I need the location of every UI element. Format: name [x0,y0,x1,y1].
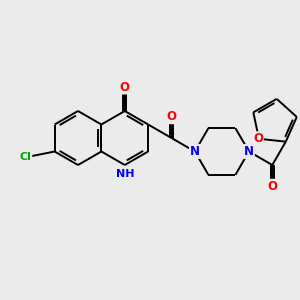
Text: N: N [244,145,254,158]
Text: O: O [267,180,277,193]
Text: NH: NH [116,169,134,179]
Text: N: N [190,145,200,158]
Text: Cl: Cl [20,152,32,161]
Text: O: O [120,80,130,94]
Text: O: O [253,132,263,145]
Text: O: O [167,110,176,123]
